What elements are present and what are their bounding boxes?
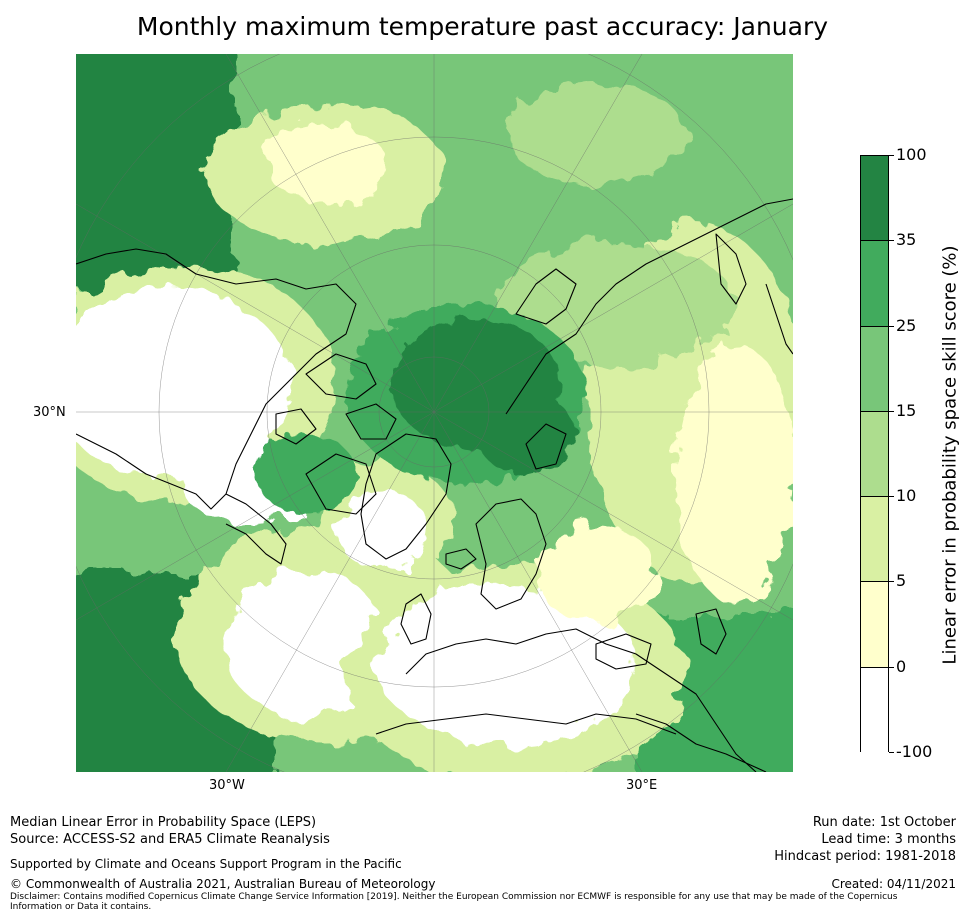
- footer-created: Created: 04/11/2021: [831, 877, 956, 891]
- colorbar-tick: [889, 666, 894, 668]
- colorbar-title: Linear error in probability space skill …: [939, 245, 961, 665]
- colorbar-tick: [889, 496, 894, 498]
- footer-left-line2: Source: ACCESS-S2 and ERA5 Climate Reana…: [10, 832, 330, 847]
- skill-field-white: [376, 584, 636, 744]
- colorbar-tick-label: 100: [896, 145, 927, 164]
- colorbar-segment: [861, 241, 888, 327]
- colorbar-tick: [889, 155, 894, 156]
- skill-field-light: [506, 84, 686, 184]
- colorbar-tick-label: 25: [896, 315, 917, 335]
- coast-british-isles: [400, 593, 432, 645]
- skill-field-light: [496, 244, 736, 364]
- coast-caspian: [695, 608, 727, 655]
- colorbar-segment: [861, 497, 888, 583]
- skill-field-pale: [536, 524, 656, 624]
- coast-scandinavia: [475, 498, 547, 610]
- coastlines: [76, 198, 793, 772]
- footer-run-date: Run date: 1st October: [812, 815, 956, 830]
- colorbar: [860, 155, 889, 753]
- skill-field-white: [226, 569, 386, 719]
- coast-north-africa: [635, 713, 767, 772]
- lon-label-30e: 30°E: [626, 778, 658, 793]
- colorbar-tick: [889, 752, 894, 753]
- colorbar-segment: [861, 582, 888, 668]
- coast-black-sea: [595, 633, 652, 670]
- colorbar-tick: [889, 410, 894, 412]
- colorbar-tick-label: 15: [896, 400, 917, 420]
- coast-siberia: [505, 198, 793, 415]
- colorbar-tick: [889, 240, 894, 242]
- colorbar-tick: [889, 325, 894, 327]
- coast-east-asia: [765, 283, 793, 355]
- coast-north-america: [76, 248, 357, 510]
- colorbar-segment: [861, 411, 888, 498]
- lat-label-30n: 30°N: [33, 405, 66, 420]
- footer-lead-time: Lead time: 3 months: [821, 832, 956, 847]
- skill-field-pale: [676, 344, 793, 604]
- footer-disclaimer: Disclaimer: Contains modified Copernicus…: [10, 892, 898, 912]
- coast-arctic-islands: [275, 408, 317, 445]
- coast-greenland: [360, 433, 452, 560]
- skill-field-white: [76, 289, 291, 479]
- lon-label-30w: 30°W: [209, 778, 245, 793]
- skill-field-arctic: [476, 394, 576, 474]
- colorbar-segment: [861, 667, 888, 753]
- coast-hudson-bay: [225, 493, 287, 565]
- colorbar-segment: [861, 326, 888, 412]
- coast-baffin: [305, 453, 377, 515]
- colorbar-segment: [861, 156, 888, 242]
- polar-map: [76, 54, 793, 772]
- coast-arctic-islands: [345, 403, 397, 440]
- chart-title: Monthly maximum temperature past accurac…: [136, 12, 829, 41]
- colorbar-tick-label: -100: [896, 742, 933, 761]
- coast-europe: [405, 628, 757, 772]
- coast-iceland: [445, 548, 477, 570]
- coast-siberia: [515, 268, 577, 325]
- footer-left-line1: Median Linear Error in Probability Space…: [10, 815, 317, 830]
- colorbar-tick-label: 10: [896, 486, 917, 506]
- coast-mediterranean: [375, 713, 677, 735]
- footer-support: Supported by Climate and Oceans Support …: [10, 857, 402, 871]
- coast-kamchatka: [715, 233, 747, 305]
- colorbar-tick-label: 0: [896, 656, 907, 676]
- graticule: [76, 54, 793, 772]
- skill-field-white: [336, 489, 426, 569]
- colorbar-tick: [889, 581, 894, 583]
- coast-novaya-zemlya: [525, 423, 567, 470]
- footer-copyright: © Commonwealth of Australia 2021, Austra…: [10, 877, 436, 891]
- colorbar-tick-label: 5: [896, 571, 907, 591]
- colorbar-tick-label: 35: [896, 230, 917, 250]
- coast-arctic-islands: [305, 353, 377, 400]
- skill-field-pale: [266, 124, 386, 204]
- footer-hindcast: Hindcast period: 1981-2018: [774, 849, 956, 864]
